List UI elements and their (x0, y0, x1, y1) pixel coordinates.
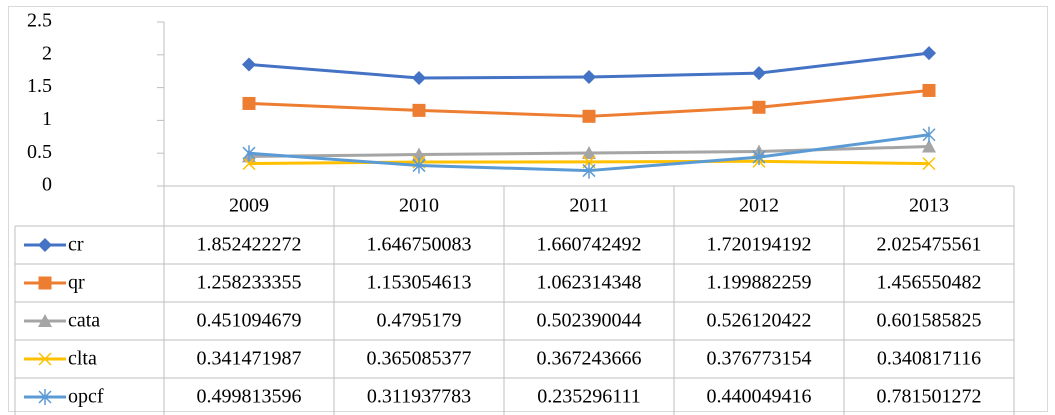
table-cell: 1.258233355 (197, 272, 302, 294)
table-cell: 1.199882259 (707, 272, 812, 294)
point-marker (242, 145, 256, 162)
point-marker (242, 57, 256, 72)
y-tick-label: 1 (42, 108, 52, 130)
x-tick-label: 2010 (399, 195, 439, 217)
y-tick-label: 2 (42, 42, 52, 64)
point-marker (412, 147, 426, 161)
legend-label: cr (68, 234, 84, 256)
legend-label: qr (68, 272, 85, 294)
table-cell: 0.601585825 (877, 310, 982, 332)
point-marker (922, 83, 936, 97)
point-marker (242, 96, 256, 110)
table-cell: 0.440049416 (707, 386, 812, 408)
table-cell: 1.852422272 (197, 234, 302, 256)
table-cell: 0.235296111 (537, 386, 641, 408)
table-cell: 1.062314348 (537, 272, 642, 294)
point-marker (922, 157, 936, 171)
x-tick-label: 2011 (569, 195, 608, 217)
point-marker (582, 162, 596, 179)
point-marker (922, 126, 936, 143)
point-marker (922, 139, 936, 153)
legend-marker (38, 352, 52, 366)
y-tick-label: 2.5 (27, 10, 52, 32)
y-tick-label: 1.5 (27, 75, 52, 97)
x-tick-label: 2012 (739, 195, 779, 217)
y-tick-label: 0.5 (27, 141, 52, 163)
point-marker (752, 100, 766, 114)
table-cell: 0.451094679 (197, 310, 302, 332)
table-cell: 0.340817116 (877, 348, 981, 370)
table-cell: 2.025475561 (877, 234, 982, 256)
x-tick-label: 2009 (229, 195, 269, 217)
table-cell: 1.153054613 (367, 272, 472, 294)
table-cell: 0.376773154 (707, 348, 812, 370)
point-marker (242, 157, 256, 171)
table-cell: 1.456550482 (877, 272, 982, 294)
table-cell: 0.499813596 (197, 386, 302, 408)
point-marker (412, 70, 426, 85)
point-marker (922, 46, 936, 61)
y-tick-label: 0 (42, 174, 52, 196)
table-cell: 1.660742492 (537, 234, 642, 256)
legend-marker (38, 238, 52, 252)
table-cell: 1.646750083 (367, 234, 472, 256)
table-cell: 0.502390044 (537, 310, 642, 332)
point-marker (582, 70, 596, 85)
chart-border (8, 6, 1048, 412)
legend-label: opcf (68, 386, 104, 408)
x-tick-label: 2013 (909, 195, 949, 217)
legend-marker (38, 276, 52, 290)
table-cell: 0.781501272 (877, 386, 982, 408)
legend-marker (38, 389, 52, 405)
point-marker (412, 103, 426, 117)
point-marker (752, 149, 766, 166)
legend-label: clta (68, 348, 97, 370)
table-cell: 1.720194192 (707, 234, 812, 256)
table-cell: 0.367243666 (537, 348, 642, 370)
point-marker (582, 109, 596, 123)
point-marker (582, 146, 596, 160)
table-cell: 0.365085377 (367, 348, 472, 370)
table-cell: 0.4795179 (377, 310, 462, 332)
point-marker (752, 66, 766, 81)
table-cell: 0.311937783 (367, 386, 471, 408)
legend-label: cata (68, 310, 100, 332)
point-marker (412, 157, 426, 174)
legend-marker (38, 314, 52, 327)
table-cell: 0.341471987 (197, 348, 302, 370)
table-cell: 0.526120422 (707, 310, 812, 332)
